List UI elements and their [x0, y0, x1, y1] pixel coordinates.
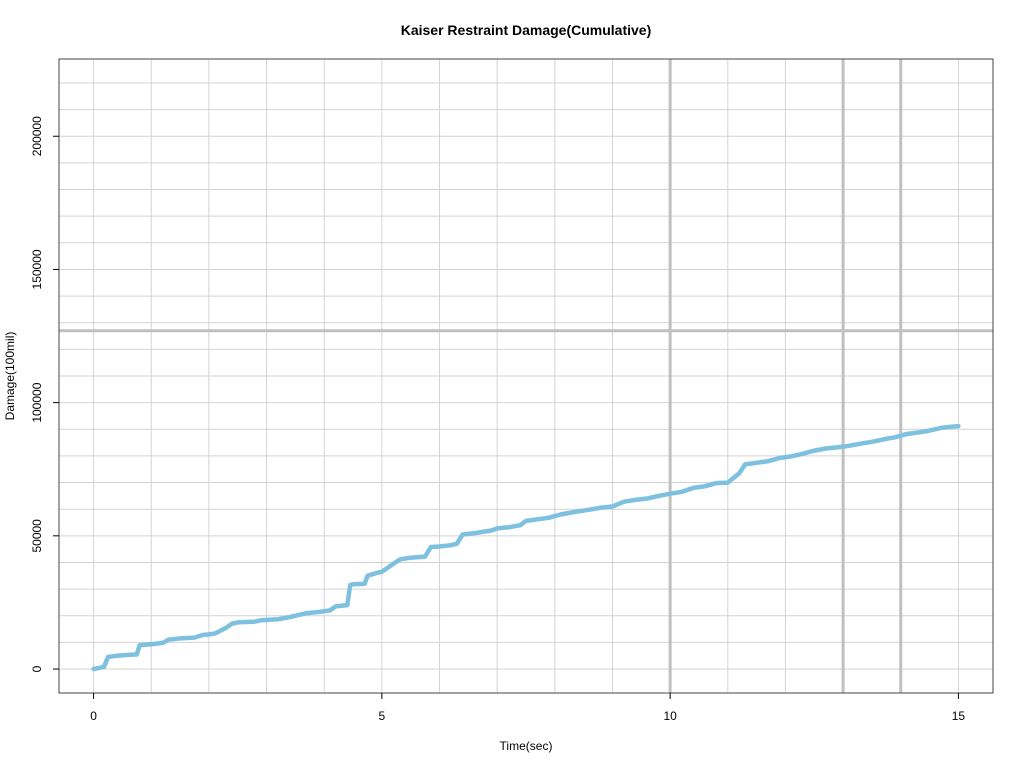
- x-tick-label: 0: [90, 709, 97, 723]
- axis-ticks: 0 5 10 15 0 50000 100000 150000 200000: [30, 116, 965, 723]
- y-axis-label: Damage(100mil): [3, 332, 17, 421]
- x-tick-label: 15: [952, 709, 966, 723]
- chart-title: Kaiser Restraint Damage(Cumulative): [401, 22, 652, 38]
- series-line-group: [91, 423, 961, 672]
- grid-lines: [59, 59, 993, 693]
- y-tick-label: 100000: [30, 382, 44, 422]
- series-line: [91, 423, 961, 672]
- y-tick-label: 50000: [30, 519, 44, 553]
- y-tick-label: 200000: [30, 116, 44, 156]
- plot-frame: [58, 58, 994, 694]
- x-tick-label: 10: [663, 709, 677, 723]
- y-tick-label: 0: [30, 665, 44, 672]
- y-tick-label: 150000: [30, 249, 44, 289]
- x-axis-label: Time(sec): [500, 739, 553, 753]
- x-tick-label: 5: [379, 709, 386, 723]
